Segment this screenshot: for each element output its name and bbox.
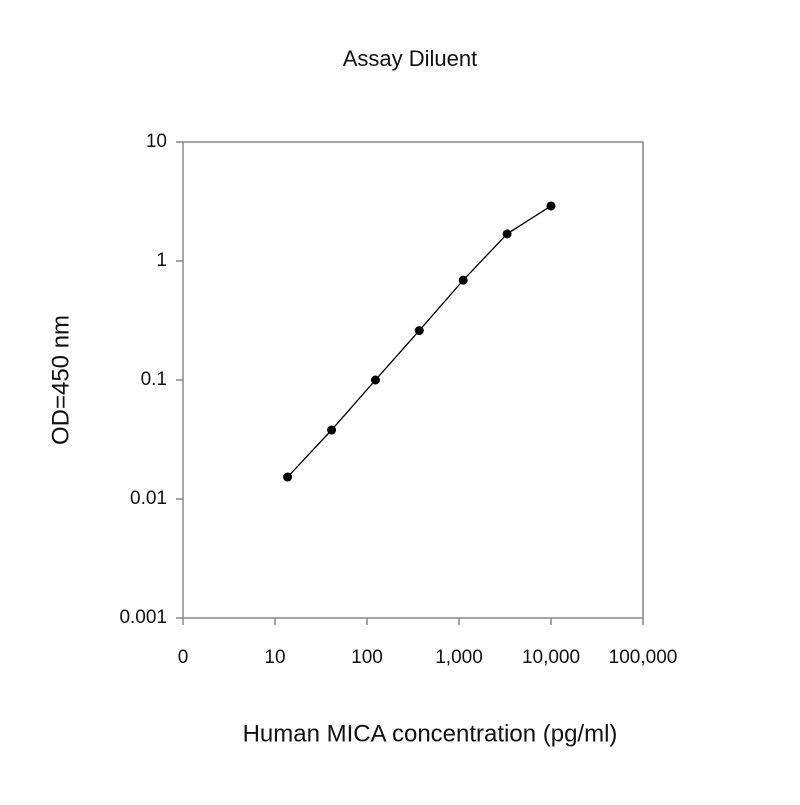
y-tick-label: 0.01 [130, 488, 167, 509]
y-axis-label: OD=450 nm [47, 315, 74, 445]
data-point [327, 425, 337, 435]
data-point [283, 472, 293, 482]
x-tick-label: 1,000 [435, 647, 483, 668]
x-tick-label: 10 [264, 647, 285, 668]
data-point [546, 201, 556, 211]
y-tick-label: 10 [146, 131, 167, 152]
data-point [414, 326, 424, 336]
y-tick-label: 0.001 [119, 607, 167, 628]
x-axis-label: Human MICA concentration (pg/ml) [243, 720, 618, 747]
x-tick-label: 0 [178, 647, 189, 668]
x-tick-label: 10,000 [522, 647, 580, 668]
y-tick-label: 0.1 [141, 369, 167, 390]
x-tick-label: 100,000 [609, 647, 678, 668]
data-point [458, 275, 468, 285]
chart-title: Assay Diluent [343, 46, 478, 71]
y-tick-label: 1 [156, 250, 167, 271]
data-point [502, 229, 512, 239]
data-point [370, 375, 380, 385]
x-tick-label: 100 [351, 647, 383, 668]
